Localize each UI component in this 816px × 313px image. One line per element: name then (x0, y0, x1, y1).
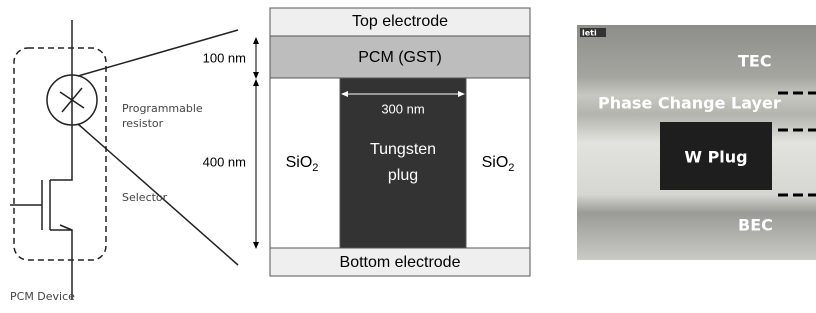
tem-image (577, 25, 816, 260)
layer-label: Tungsten (370, 141, 436, 158)
tem-label: W Plug (684, 148, 747, 167)
tem-label: BEC (738, 216, 773, 235)
layer-label: Bottom electrode (340, 254, 461, 271)
device-label: PCM Device (10, 290, 75, 303)
device-boundary (14, 48, 106, 260)
oxide-text: SiO (286, 154, 313, 171)
layer-label: Top electrode (352, 13, 448, 30)
resistor-label: resistor (122, 117, 164, 130)
dimension-label: 300 nm (381, 101, 424, 116)
layer-label: plug (388, 167, 418, 184)
dimension-label: 100 nm (203, 50, 246, 65)
oxide-subscript: 2 (508, 162, 514, 174)
resistor-glyph (60, 75, 84, 125)
layer-label: PCM (GST) (358, 49, 442, 66)
tem-label: Phase Change Layer (598, 94, 781, 113)
selector-label: Selector (122, 191, 168, 204)
transistor (10, 125, 72, 300)
tem-label: TEC (738, 52, 772, 71)
resistor-label: Programmable (122, 102, 203, 115)
oxide-text: SiO (482, 154, 509, 171)
figure: Programmable resistor Selector PCM Devic… (0, 0, 816, 313)
oxide-subscript: 2 (312, 162, 318, 174)
tem-logo: leti (582, 29, 597, 38)
dimension-label: 400 nm (203, 154, 246, 169)
